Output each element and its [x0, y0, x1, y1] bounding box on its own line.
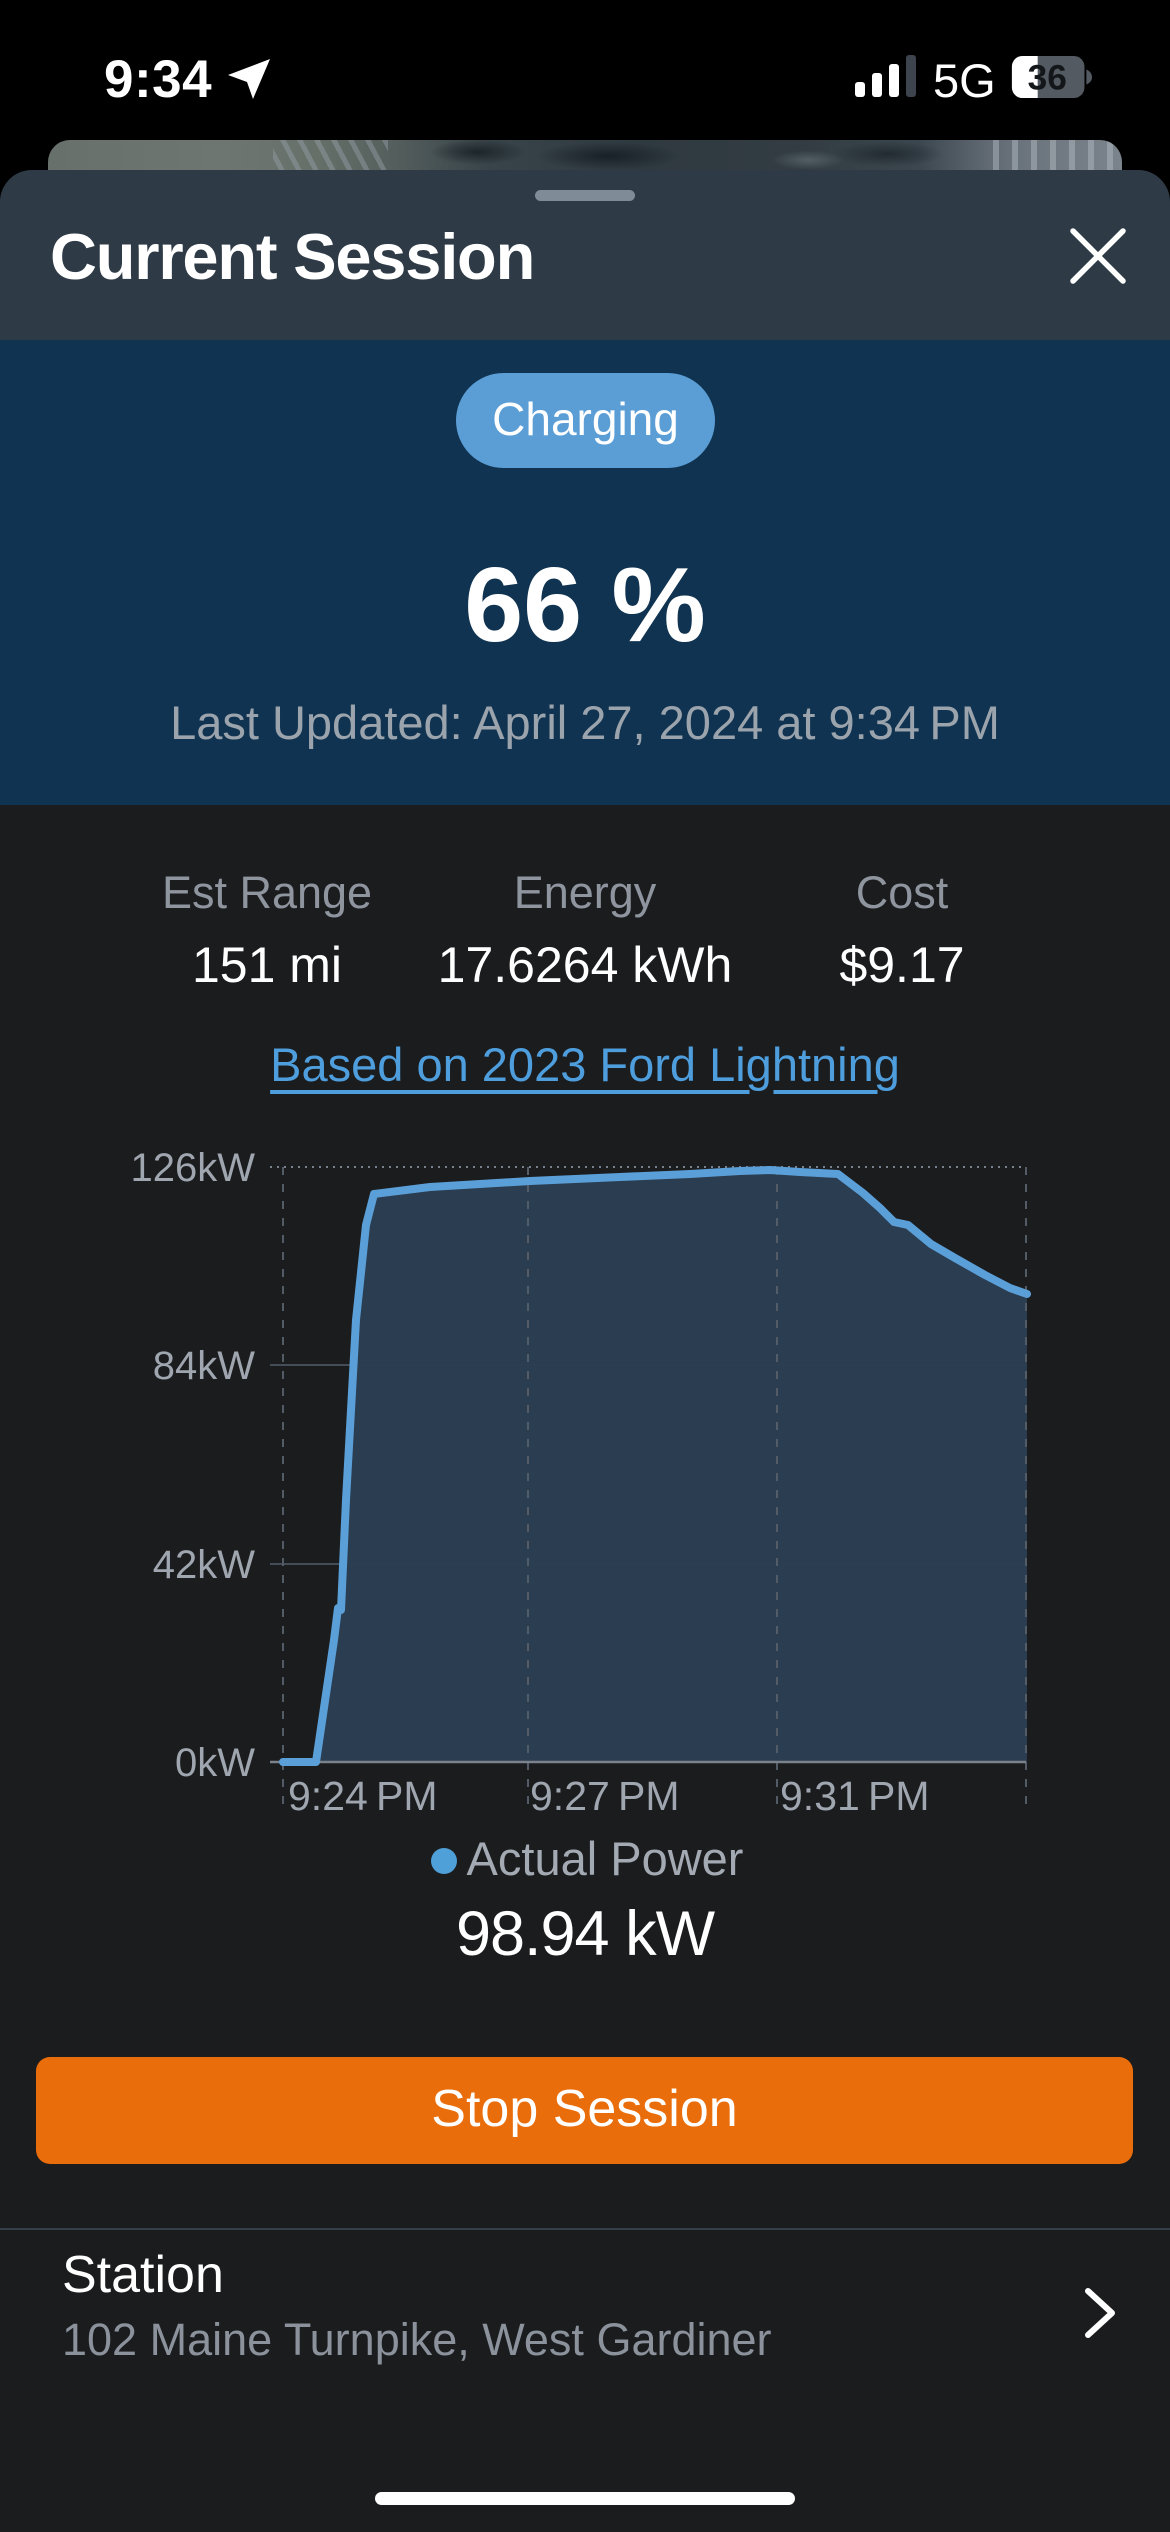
- svg-text:9:27 PM: 9:27 PM: [530, 1773, 680, 1819]
- svg-text:9:31 PM: 9:31 PM: [780, 1773, 930, 1819]
- svg-text:0kW: 0kW: [175, 1741, 255, 1785]
- svg-text:42kW: 42kW: [153, 1543, 255, 1587]
- svg-text:84kW: 84kW: [153, 1344, 255, 1388]
- svg-text:36: 36: [1028, 58, 1067, 97]
- svg-text:126kW: 126kW: [131, 1146, 256, 1190]
- svg-text:9:24 PM: 9:24 PM: [288, 1773, 438, 1819]
